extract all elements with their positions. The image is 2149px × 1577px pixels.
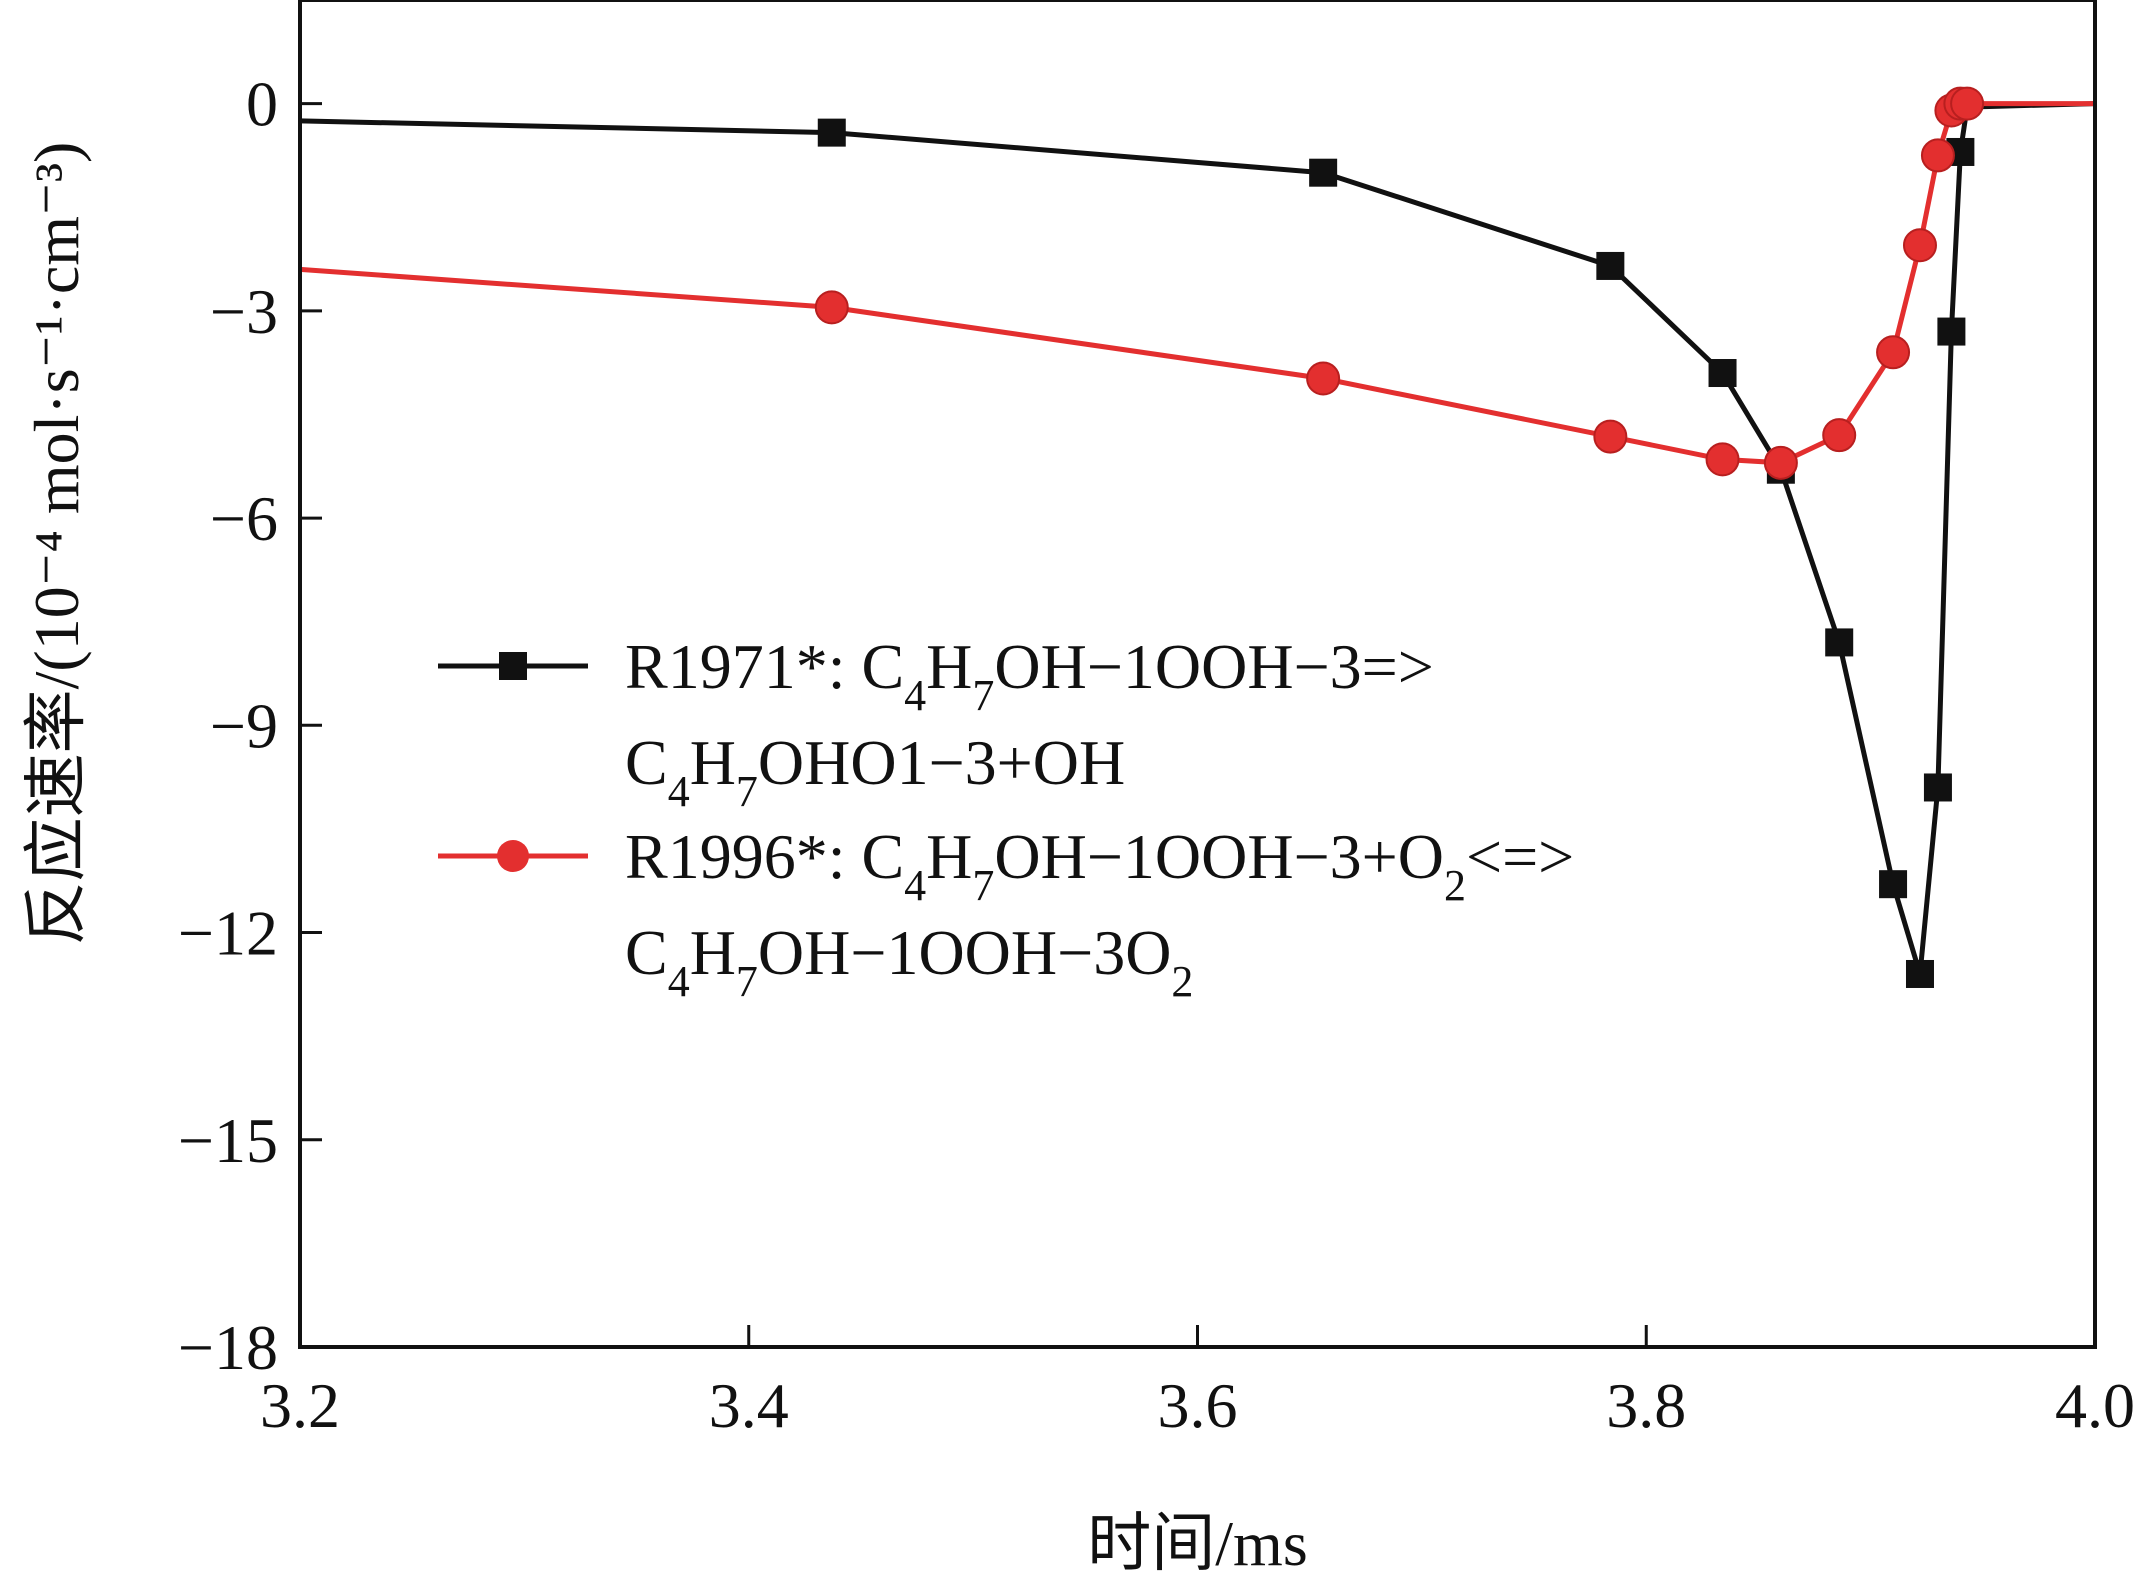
plot-area-frame (298, 0, 2097, 1349)
legend-text-segment: OH−1OOH−3=> (994, 631, 1433, 702)
data-point-square (1309, 158, 1338, 187)
legend-subscript: 4 (904, 671, 926, 720)
data-point-square (1708, 359, 1737, 388)
data-point-circle (1763, 445, 1798, 480)
legend-text-segment: R1996*: C (625, 821, 904, 892)
legend-label-line: R1996*: C4H7OH−1OOH−3+O2<=> (625, 821, 1574, 910)
legend-marker-circle (497, 840, 529, 872)
y-tick-label: −15 (178, 1105, 278, 1176)
data-point-circle (1950, 86, 1985, 121)
legend-subscript: 4 (668, 957, 690, 1006)
data-point-square (1937, 317, 1966, 346)
data-point-circle (1705, 442, 1740, 477)
y-tick-label: −12 (178, 898, 278, 969)
legend-text-segment: OHO1−3+OH (758, 727, 1125, 798)
legend-subscript: 4 (668, 767, 690, 816)
data-point-square (817, 118, 846, 147)
x-axis-ticks: 3.2 3.4 3.6 3.8 4.0 (260, 1325, 2135, 1441)
x-tick-label: 3.4 (709, 1370, 789, 1441)
legend-text-segment: C (625, 727, 668, 798)
data-point-square (1879, 870, 1908, 899)
legend-text-segment: OH−1OOH−3O (758, 917, 1172, 988)
legend-text-segment: H (690, 917, 736, 988)
legend-marker-square (499, 652, 527, 680)
legend-label-line: C4H7OH−1OOH−3O2 (625, 917, 1193, 1006)
legend-label-line: C4H7OHO1−3+OH (625, 727, 1125, 816)
legend-subscript: 2 (1171, 957, 1193, 1006)
legend-subscript: 7 (736, 767, 758, 816)
y-tick-label: −18 (178, 1312, 278, 1383)
data-point-square (1923, 773, 1952, 802)
legend-text-segment: H (690, 727, 736, 798)
x-tick-label: 4.0 (2055, 1370, 2135, 1441)
y-axis-title: 反应速率/(10⁻⁴ mol·s⁻¹·cm⁻³) (21, 142, 92, 946)
legend-subscript: 7 (972, 671, 994, 720)
data-point-circle (1920, 138, 1955, 173)
legend-subscript: 2 (1444, 861, 1466, 910)
y-tick-label: 0 (246, 69, 278, 140)
legend-text-segment: R1971*: C (625, 631, 904, 702)
series-line (299, 101, 2095, 466)
legend-text-segment: OH−1OOH−3+O (994, 821, 1444, 892)
y-tick-label: −6 (210, 483, 278, 554)
data-point-circle (814, 290, 849, 325)
data-point-circle (1822, 418, 1857, 453)
y-tick-label: −3 (210, 276, 278, 347)
legend-text-segment: <=> (1466, 821, 1574, 892)
legend-text-segment: H (926, 821, 972, 892)
legend-text-segment: H (926, 631, 972, 702)
data-point-square (1905, 959, 1934, 988)
x-tick-label: 3.2 (260, 1370, 340, 1441)
legend-entry-1: R1971*: C4H7OH−1OOH−3=>C4H7OHO1−3+OH (438, 631, 1434, 816)
x-tick-label: 3.8 (1606, 1370, 1686, 1441)
series-line (299, 101, 2096, 977)
legend-subscript: 7 (972, 861, 994, 910)
series-layer (299, 86, 2096, 988)
data-point-circle (1593, 419, 1628, 454)
series-2 (299, 86, 2095, 480)
data-point-circle (1876, 335, 1911, 370)
data-point-circle (1902, 228, 1937, 263)
legend-text-segment: C (625, 917, 668, 988)
data-point-square (1825, 628, 1854, 657)
x-axis-title: 时间/ms (1087, 1508, 1307, 1577)
y-tick-label: −9 (210, 690, 278, 761)
legend: R1971*: C4H7OH−1OOH−3=>C4H7OHO1−3+OHR199… (438, 631, 1574, 1006)
legend-subscript: 7 (736, 957, 758, 1006)
data-point-square (1596, 251, 1625, 280)
y-axis-ticks: 0 −3 −6 −9 −12 −15 −18 (178, 69, 322, 1383)
x-tick-label: 3.6 (1158, 1370, 1238, 1441)
legend-subscript: 4 (904, 861, 926, 910)
legend-entry-2: R1996*: C4H7OH−1OOH−3+O2<=>C4H7OH−1OOH−3… (438, 821, 1574, 1006)
legend-label-line: R1971*: C4H7OH−1OOH−3=> (625, 631, 1434, 720)
data-point-circle (1306, 361, 1341, 396)
